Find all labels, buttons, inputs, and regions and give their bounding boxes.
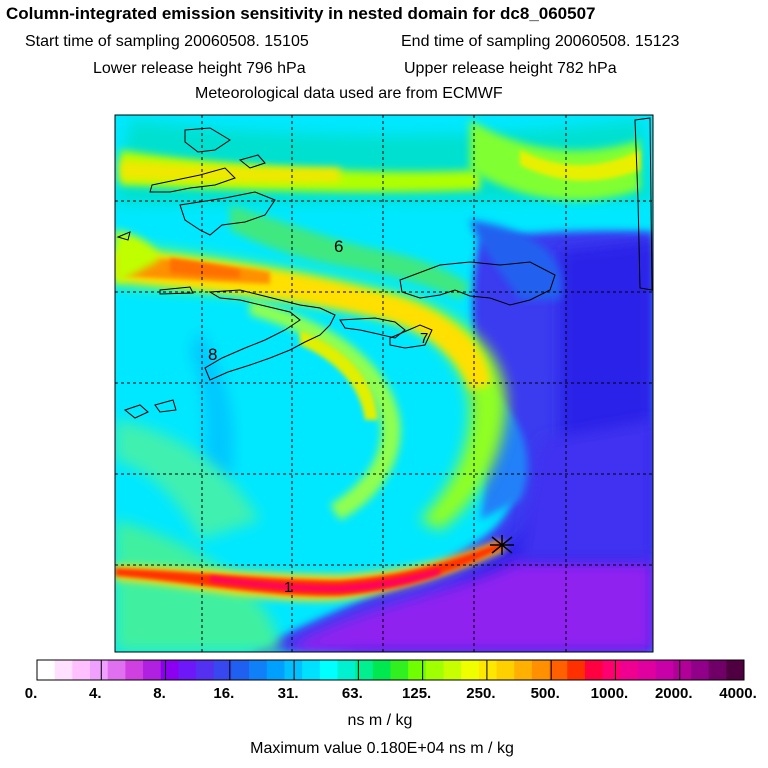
colorbar-swatch — [637, 660, 657, 680]
colorbar-tick-label: 4000. — [719, 685, 757, 702]
colorbar-swatch — [107, 660, 126, 680]
colorbar-swatch — [125, 660, 144, 680]
colorbar-swatch — [54, 660, 73, 680]
colorbar-swatch — [37, 660, 56, 680]
colorbar-swatch — [213, 660, 232, 680]
colorbar-swatch — [302, 660, 321, 680]
plot-frame — [114, 114, 654, 653]
colorbar-swatch — [390, 660, 409, 680]
colorbar-swatch — [178, 660, 197, 680]
colorbar-tick-label: 8. — [153, 685, 166, 702]
contour-label-6: 6 — [334, 237, 343, 256]
contour-label-8: 8 — [208, 345, 217, 364]
colorbar-tick-label: 250. — [466, 685, 496, 702]
colorbar-swatch — [372, 660, 391, 680]
colorbar-swatch — [266, 660, 285, 680]
colorbar-tick-label: 2000. — [654, 685, 693, 702]
lower-release-label: Lower release height 796 hPa — [93, 60, 306, 77]
colorbar-swatch — [337, 660, 356, 680]
colorbar-swatch — [673, 660, 692, 680]
colorbar-swatch — [496, 660, 515, 680]
colorbar-swatch — [72, 660, 91, 680]
colorbar-swatch — [90, 660, 109, 680]
colorbar-frame — [36, 659, 745, 681]
colorbar-swatch — [620, 660, 639, 680]
colorbar-swatch — [478, 660, 498, 680]
colorbar-swatch — [284, 660, 303, 680]
colorbar-swatch — [584, 660, 604, 680]
contour-label-7: 7 — [420, 330, 428, 347]
colorbar-tick-label: 63. — [341, 685, 363, 702]
colorbar-swatch — [160, 660, 179, 680]
colorbar-swatch — [319, 660, 338, 680]
colorbar-tick-label: 4. — [89, 685, 102, 702]
release-point-marker — [490, 535, 514, 555]
colorbar-swatch — [408, 660, 427, 680]
colorbar-tick-label: 16. — [213, 685, 235, 702]
colorbar-tick-label: 0. — [24, 685, 38, 702]
colorbar-swatch — [461, 660, 480, 680]
upper-release-label: Upper release height 782 hPa — [404, 60, 617, 77]
colorbar-swatch — [514, 660, 533, 680]
colorbar-swatch — [231, 660, 250, 680]
colorbar-swatch — [355, 660, 374, 680]
colorbar-swatch — [602, 660, 621, 680]
contour-label-1: 1 — [284, 579, 292, 596]
colorbar-swatch — [567, 660, 586, 680]
colorbar-swatch — [249, 660, 268, 680]
colorbar-swatch — [143, 660, 162, 680]
sensitivity-field — [115, 115, 653, 652]
colorbar-swatch — [196, 660, 215, 680]
colorbar-swatch — [690, 660, 710, 680]
colorbar-swatch — [443, 660, 462, 680]
chart-title: Column-integrated emission sensitivity i… — [6, 4, 596, 23]
start-time-label: Start time of sampling 20060508. 15105 — [25, 33, 309, 50]
colorbar-swatch — [549, 660, 568, 680]
coastlines — [116, 117, 653, 419]
units-label: ns m / kg — [347, 712, 413, 729]
colorbar-swatch — [531, 660, 551, 680]
colorbar-swatch — [425, 660, 445, 680]
colorbar-swatch — [708, 660, 727, 680]
colorbar — [36, 659, 745, 681]
end-time-label: End time of sampling 20060508. 15123 — [401, 33, 680, 50]
colorbar-tick-label: 500. — [530, 685, 560, 702]
colorbar-swatch — [655, 660, 674, 680]
colorbar-swatch — [726, 660, 745, 680]
colorbar-tick-label: 125. — [402, 685, 432, 702]
maximum-value-label: Maximum value 0.180E+04 ns m / kg — [250, 740, 514, 757]
colorbar-tick-label: 31. — [277, 685, 299, 702]
colorbar-tick-label: 1000. — [590, 685, 629, 702]
met-data-label: Meteorological data used are from ECMWF — [195, 85, 503, 102]
